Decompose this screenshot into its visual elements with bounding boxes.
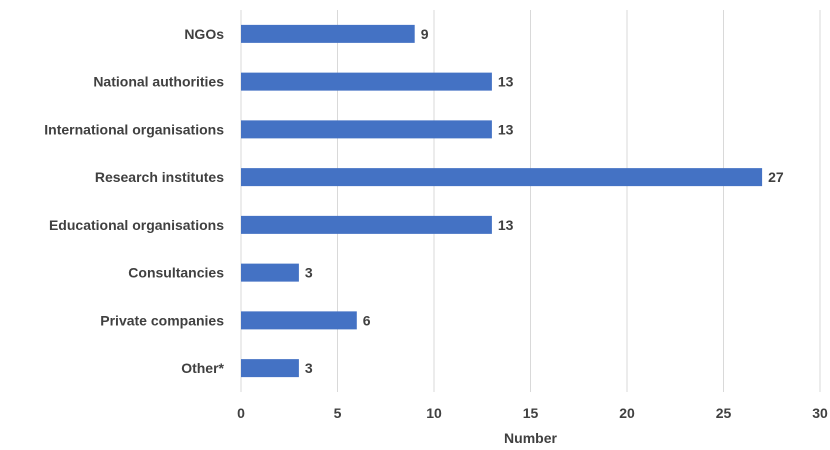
data-label: 13 bbox=[498, 121, 514, 137]
x-tick-label: 5 bbox=[334, 405, 342, 421]
data-label: 3 bbox=[305, 360, 313, 376]
category-label: Consultancies bbox=[128, 265, 224, 281]
gridlines bbox=[240, 10, 821, 392]
x-tick-label: 25 bbox=[716, 405, 732, 421]
category-label: National authorities bbox=[93, 74, 224, 90]
x-tick-label: 15 bbox=[523, 405, 539, 421]
bar bbox=[241, 311, 357, 330]
category-label: Research institutes bbox=[95, 169, 224, 185]
bar bbox=[241, 168, 763, 187]
bar bbox=[241, 120, 492, 139]
data-label: 13 bbox=[498, 217, 514, 233]
x-tick-label: 10 bbox=[426, 405, 442, 421]
x-tick-label: 30 bbox=[812, 405, 828, 421]
category-label: Private companies bbox=[100, 312, 224, 328]
bar bbox=[241, 72, 492, 91]
data-label: 27 bbox=[768, 169, 784, 185]
data-labels: 9 13 13 27 13 3 6 3 bbox=[305, 26, 784, 376]
x-tick-labels: 0 5 10 15 20 25 30 bbox=[237, 405, 828, 421]
data-label: 13 bbox=[498, 74, 514, 90]
category-label: Other* bbox=[181, 360, 224, 376]
data-label: 6 bbox=[363, 312, 371, 328]
x-tick-label: 20 bbox=[619, 405, 635, 421]
category-label: Educational organisations bbox=[49, 217, 224, 233]
category-labels: NGOs National authorities International or… bbox=[44, 26, 224, 376]
bar bbox=[241, 263, 299, 282]
bar bbox=[241, 24, 415, 43]
bar bbox=[241, 359, 299, 378]
category-label: NGOs bbox=[184, 26, 224, 42]
data-label: 3 bbox=[305, 265, 313, 281]
x-tick-label: 0 bbox=[237, 405, 245, 421]
data-label: 9 bbox=[421, 26, 429, 42]
category-label: International organisations bbox=[44, 121, 224, 137]
bars bbox=[241, 24, 763, 378]
bar bbox=[241, 215, 492, 234]
x-axis-title: Number bbox=[504, 430, 557, 446]
